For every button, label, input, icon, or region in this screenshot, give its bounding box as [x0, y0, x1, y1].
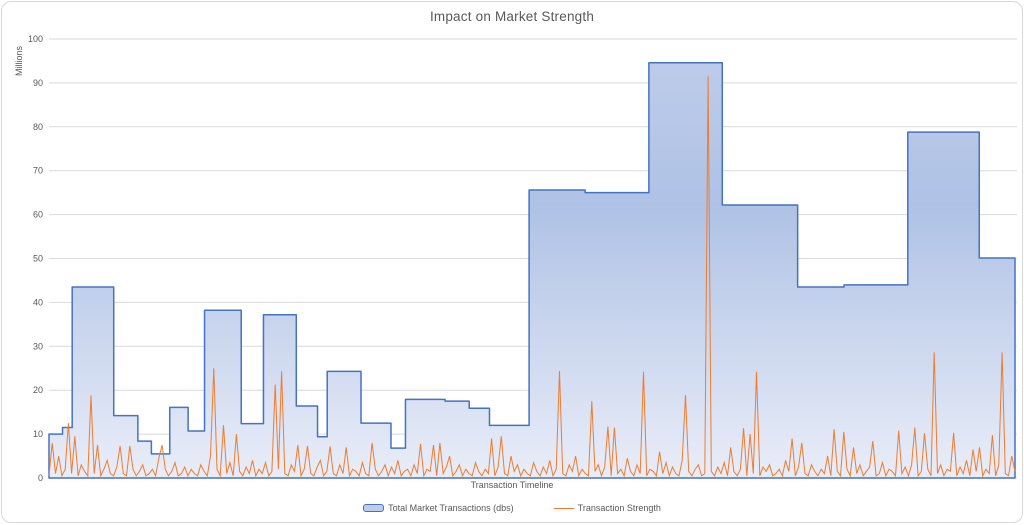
line-series-swatch-icon [553, 507, 574, 509]
legend-item-transaction-strength[interactable]: Transaction Strength [553, 503, 661, 513]
y-tick-label-10: 10 [33, 429, 43, 439]
y-tick-label-100: 100 [28, 34, 43, 44]
area-series-swatch-icon [363, 504, 385, 512]
series-transaction-strength[interactable] [48, 76, 1016, 478]
series-total-market-transactions[interactable] [48, 61, 1016, 479]
y-tick-label-40: 40 [33, 297, 43, 307]
y-tick-label-50: 50 [33, 254, 43, 264]
legend-label-total-market-transactions: Total Market Transactions (dbs) [388, 503, 514, 513]
y-tick-label-0: 0 [38, 473, 43, 483]
legend-item-total-market-transactions[interactable]: Total Market Transactions (dbs) [363, 503, 514, 513]
y-tick-label-30: 30 [33, 341, 43, 351]
legend: Total Market Transactions (dbs) Transact… [2, 503, 1022, 513]
y-tick-label-80: 80 [33, 122, 43, 132]
x-axis-title[interactable]: Transaction Timeline [470, 480, 554, 490]
y-tick-label-20: 20 [33, 385, 43, 395]
y-tick-label-60: 60 [33, 210, 43, 220]
legend-label-transaction-strength: Transaction Strength [577, 503, 661, 513]
chart-title[interactable]: Impact on Market Strength [429, 9, 595, 24]
y-tick-label-90: 90 [33, 78, 43, 88]
y-tick-label-70: 70 [33, 166, 43, 176]
